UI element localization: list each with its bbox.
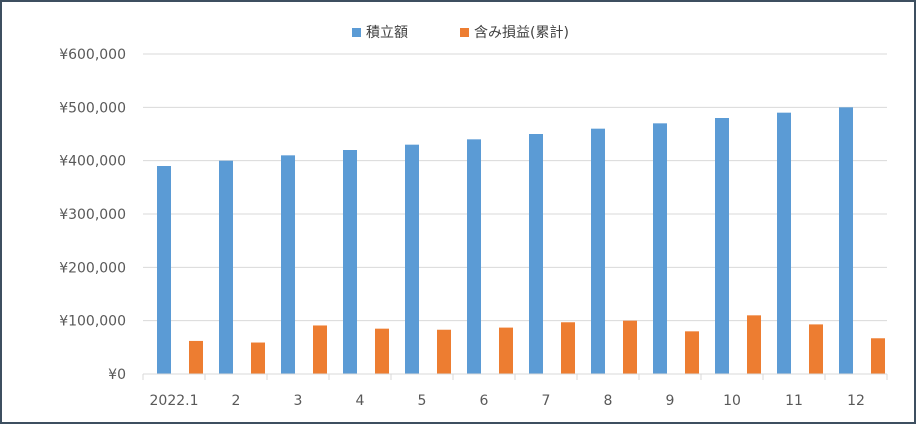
y-tick-label: ¥0: [108, 367, 126, 383]
x-tick-label: 10: [723, 393, 741, 409]
x-axis: 2022.1 2 3 4 5 6 7 8 9 10 11 12: [142, 373, 888, 409]
x-tick-label: 2: [232, 393, 241, 409]
bar-unrealized-gain: [499, 327, 513, 374]
x-tick-label: 8: [604, 393, 613, 409]
y-tick-label: ¥500,000: [59, 100, 126, 116]
bar-contribution: [777, 112, 791, 375]
x-tick-label: 6: [480, 393, 489, 409]
bar-unrealized-gain: [437, 329, 451, 374]
y-tick-label: ¥100,000: [59, 314, 126, 330]
bar-unrealized-gain: [189, 340, 203, 374]
bar-unrealized-gain: [561, 322, 575, 374]
bar-contribution: [839, 107, 853, 374]
bars: [157, 107, 885, 375]
bar-contribution: [653, 123, 667, 374]
bar-contribution: [529, 134, 543, 374]
y-tick-label: ¥400,000: [59, 154, 126, 170]
x-tick-label: 7: [542, 393, 551, 409]
y-tick-label: ¥600,000: [59, 47, 126, 63]
bar-contribution: [405, 144, 419, 374]
y-tick-label: ¥300,000: [59, 207, 126, 223]
bar-contribution: [467, 139, 481, 374]
bar-unrealized-gain: [623, 320, 637, 374]
bar-unrealized-gain: [313, 325, 327, 374]
bar-contribution: [281, 155, 295, 374]
legend-swatch: [460, 28, 469, 37]
bar-contribution: [715, 118, 729, 374]
bar-unrealized-gain: [685, 331, 699, 374]
legend-swatch: [352, 28, 361, 37]
x-tick-label: 12: [847, 393, 865, 409]
gridlines: [143, 53, 887, 322]
bar-unrealized-gain: [375, 328, 389, 374]
x-tick-label: 2022.1: [150, 393, 199, 409]
x-tick-label: 3: [294, 393, 303, 409]
legend-label: 積立額: [366, 25, 408, 41]
bar-contribution: [219, 160, 233, 374]
y-axis-ticks: ¥0 ¥100,000 ¥200,000 ¥300,000 ¥400,000 ¥500,0…: [59, 47, 126, 383]
bar-unrealized-gain: [809, 324, 823, 374]
bar-contribution: [157, 166, 171, 374]
bar-unrealized-gain: [251, 342, 265, 374]
x-tick-label: 4: [356, 393, 365, 409]
legend-label: 含み損益(累計): [474, 25, 569, 41]
x-tick-label: 9: [666, 393, 675, 409]
y-tick-label: ¥200,000: [59, 260, 126, 276]
bar-contribution: [591, 128, 605, 374]
x-tick-label: 11: [785, 393, 803, 409]
legend: 積立額 含み損益(累計): [352, 25, 569, 41]
bar-unrealized-gain: [871, 338, 885, 374]
bar-contribution: [343, 150, 357, 374]
x-tick-label: 5: [418, 393, 427, 409]
bar-unrealized-gain: [747, 315, 761, 374]
